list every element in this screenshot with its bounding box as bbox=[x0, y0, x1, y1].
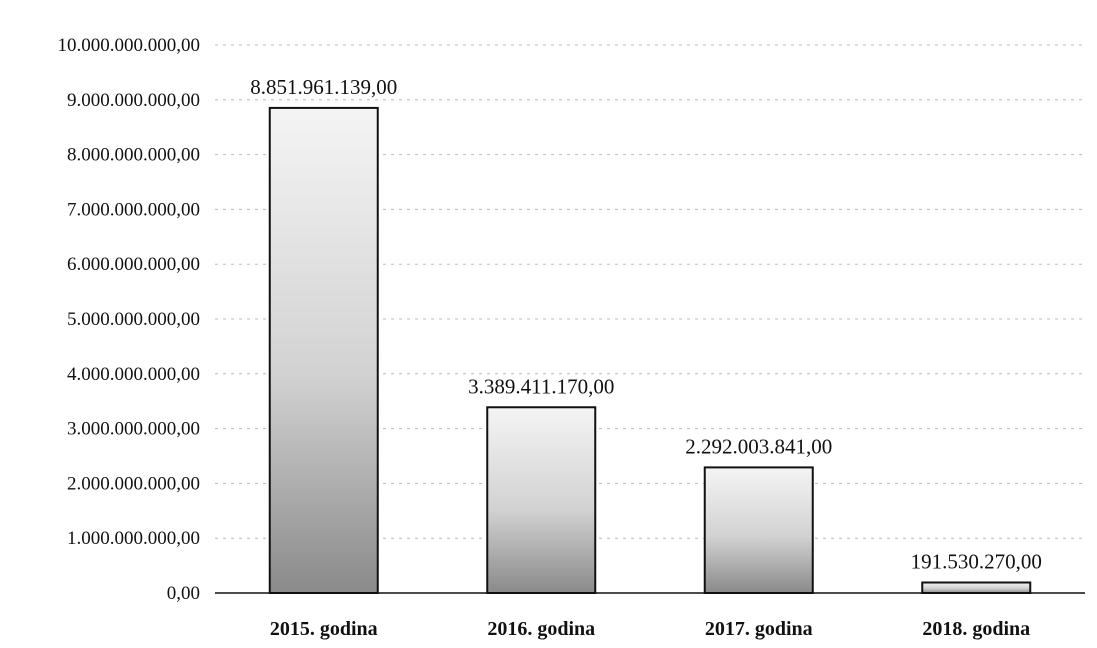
y-tick-label: 4.000.000.000,00 bbox=[67, 364, 200, 385]
data-label: 191.530.270,00 bbox=[911, 550, 1042, 574]
y-tick-label: 5.000.000.000,00 bbox=[67, 309, 200, 330]
y-tick-label: 0,00 bbox=[167, 583, 200, 604]
y-tick-label: 1.000.000.000,00 bbox=[67, 528, 200, 549]
bar bbox=[268, 106, 379, 594]
bar bbox=[486, 406, 597, 594]
category-label: 2018. godina bbox=[922, 618, 1030, 640]
y-tick-label: 2.000.000.000,00 bbox=[67, 473, 200, 494]
category-label: 2017. godina bbox=[705, 618, 813, 640]
y-tick-label: 8.000.000.000,00 bbox=[67, 145, 200, 166]
bars bbox=[268, 106, 1032, 595]
data-label: 3.389.411.170,00 bbox=[468, 374, 614, 398]
category-label: 2015. godina bbox=[270, 618, 378, 640]
y-tick-label: 6.000.000.000,00 bbox=[67, 254, 200, 275]
y-tick-label: 10.000.000.000,00 bbox=[58, 35, 201, 56]
data-label: 8.851.961.139,00 bbox=[250, 75, 397, 99]
x-axis-category-labels: 2015. godina 2016. godina 2017. godina 2018… bbox=[270, 618, 1030, 640]
y-tick-label: 9.000.000.000,00 bbox=[67, 90, 200, 111]
y-tick-label: 7.000.000.000,00 bbox=[67, 199, 200, 220]
category-label: 2016. godina bbox=[487, 618, 595, 640]
data-labels: 8.851.961.139,00 3.389.411.170,00 2.292.00… bbox=[250, 75, 1042, 574]
y-axis-tick-labels: 0,00 1.000.000.000,00 2.000.000.000,00 3.00… bbox=[58, 35, 201, 604]
bar bbox=[703, 466, 814, 594]
bar bbox=[921, 581, 1032, 595]
data-label: 2.292.003.841,00 bbox=[685, 434, 832, 458]
y-tick-label: 3.000.000.000,00 bbox=[67, 419, 200, 440]
